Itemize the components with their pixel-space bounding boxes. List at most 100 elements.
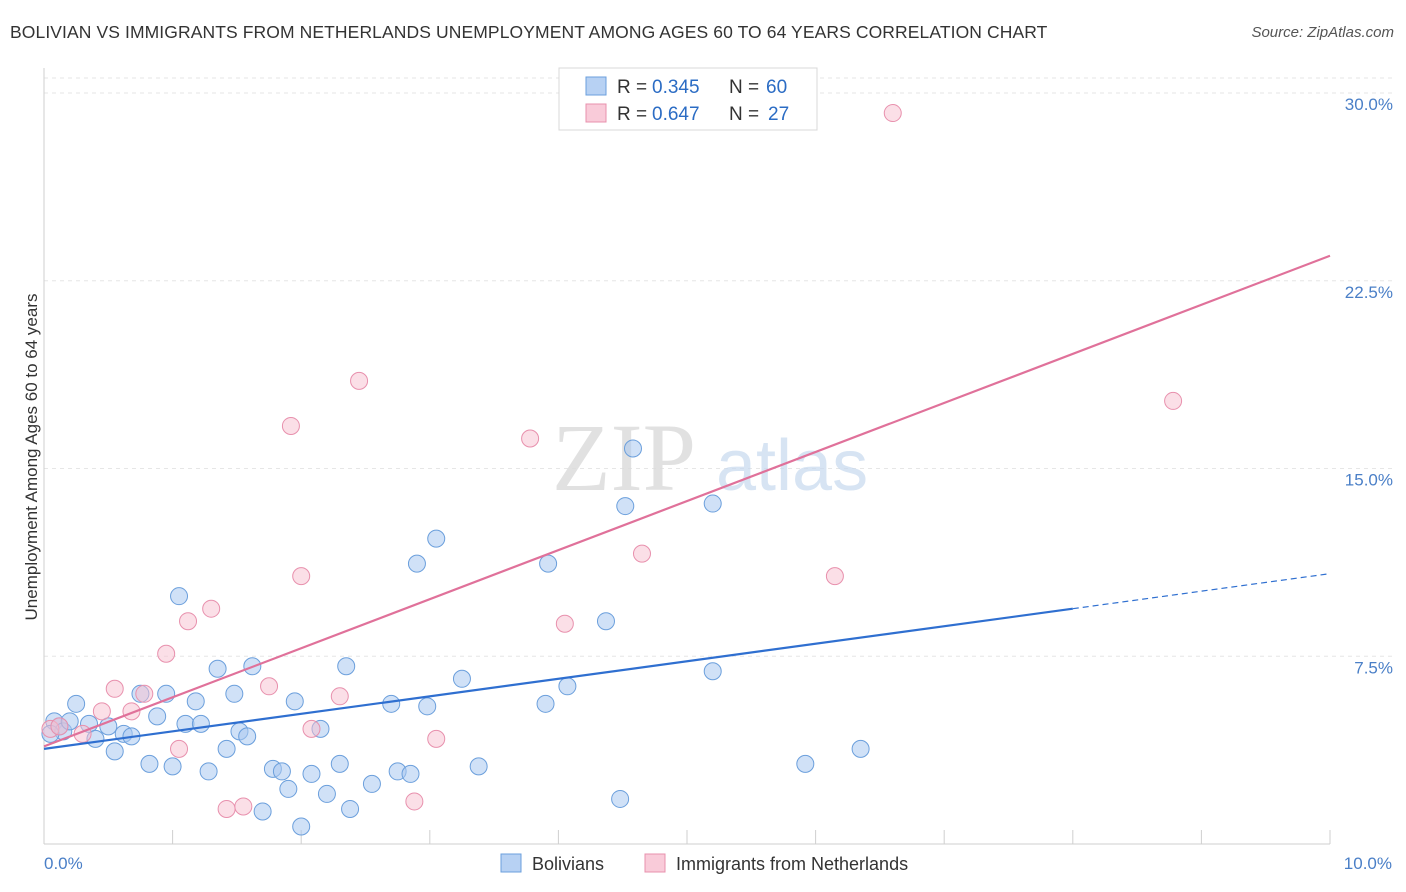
point-bolivians [272, 762, 291, 781]
point-bolivians [285, 692, 304, 711]
point-netherlands [521, 429, 540, 448]
gridlines [44, 77, 1392, 657]
points-layer [41, 104, 1183, 836]
watermark-atlas: atlas [716, 426, 868, 506]
x-tick-label-max: 10.0% [1344, 854, 1392, 873]
point-bolivians [418, 697, 437, 716]
y-tick-label: 15.0% [1345, 471, 1393, 490]
point-bolivians [337, 657, 356, 676]
watermark: ZIP atlas [552, 404, 868, 511]
point-bolivians [330, 754, 349, 773]
point-bolivians [623, 439, 642, 458]
bottom-legend-label-netherlands: Immigrants from Netherlands [676, 854, 908, 874]
point-netherlands [292, 567, 311, 586]
trend-line-bolivians-extension [1072, 573, 1331, 610]
point-bolivians [452, 669, 471, 688]
x-ticks [43, 830, 1331, 844]
point-bolivians [401, 764, 420, 783]
top-legend: R = 0.345 N = 60 R = 0.647 N = 27 [558, 67, 818, 131]
legend-n-label-2: N = [729, 104, 759, 125]
point-netherlands [202, 599, 221, 618]
point-bolivians [469, 757, 488, 776]
point-bolivians [616, 497, 635, 516]
legend-n-value-bolivians: 60 [766, 77, 787, 98]
point-bolivians [225, 684, 244, 703]
point-bolivians [238, 727, 257, 746]
point-netherlands [302, 719, 321, 738]
point-bolivians [217, 739, 236, 758]
point-bolivians [536, 694, 555, 713]
point-bolivians [148, 707, 167, 726]
legend-r-value-netherlands: 0.647 [652, 104, 700, 125]
legend-r-value-bolivians: 0.345 [652, 77, 700, 98]
y-tick-labels: 7.5% 15.0% 22.5% 30.0% [1345, 95, 1393, 677]
y-tick-label: 22.5% [1345, 283, 1393, 302]
point-bolivians [163, 757, 182, 776]
point-bolivians [199, 762, 218, 781]
point-bolivians [362, 774, 381, 793]
legend-n-value-netherlands: 27 [768, 104, 789, 125]
point-bolivians [317, 784, 336, 803]
bottom-legend-swatch-bolivians [500, 853, 522, 873]
point-netherlands [350, 371, 369, 390]
trend-line-netherlands [43, 254, 1331, 748]
point-bolivians [851, 739, 870, 758]
point-bolivians [796, 754, 815, 773]
point-bolivians [341, 799, 360, 818]
point-bolivians [170, 587, 189, 606]
legend-r-label-2: R = [617, 104, 647, 125]
point-netherlands [92, 702, 111, 721]
bottom-legend-swatch-netherlands [644, 853, 666, 873]
watermark-zip: ZIP [552, 404, 696, 511]
point-bolivians [302, 764, 321, 783]
point-bolivians [253, 802, 272, 821]
bottom-legend-label-bolivians: Bolivians [532, 854, 604, 874]
point-bolivians [186, 692, 205, 711]
legend-swatch-bolivians [585, 76, 607, 96]
point-bolivians [703, 662, 722, 681]
point-bolivians [407, 554, 426, 573]
point-netherlands [170, 739, 189, 758]
point-bolivians [558, 677, 577, 696]
point-netherlands [105, 679, 124, 698]
point-netherlands [260, 677, 279, 696]
point-netherlands [883, 104, 902, 123]
point-netherlands [135, 684, 154, 703]
y-axis-label: Unemployment Among Ages 60 to 64 years [22, 294, 41, 621]
point-bolivians [539, 554, 558, 573]
point-netherlands [50, 717, 69, 736]
point-netherlands [825, 567, 844, 586]
point-bolivians [67, 694, 86, 713]
point-bolivians [140, 754, 159, 773]
point-bolivians [382, 694, 401, 713]
point-bolivians [279, 779, 298, 798]
point-netherlands [179, 612, 198, 631]
y-tick-label: 7.5% [1354, 658, 1393, 677]
point-netherlands [1164, 391, 1183, 410]
point-bolivians [105, 742, 124, 761]
point-bolivians [611, 789, 630, 808]
point-bolivians [99, 717, 118, 736]
trend-line-bolivians [43, 607, 1073, 750]
point-bolivians [703, 494, 722, 513]
point-netherlands [330, 687, 349, 706]
point-netherlands [234, 797, 253, 816]
point-netherlands [555, 614, 574, 633]
point-netherlands [632, 544, 651, 563]
point-bolivians [208, 659, 227, 678]
point-netherlands [427, 729, 446, 748]
point-bolivians [191, 714, 210, 733]
bottom-legend: Bolivians Immigrants from Netherlands [500, 853, 908, 874]
y-tick-label: 30.0% [1345, 95, 1393, 114]
trend-layer [43, 254, 1331, 750]
point-bolivians [292, 817, 311, 836]
chart-source: Source: ZipAtlas.com [1251, 24, 1394, 41]
point-netherlands [217, 799, 236, 818]
legend-n-label: N = [729, 77, 759, 98]
point-bolivians [596, 612, 615, 631]
point-netherlands [281, 416, 300, 435]
point-netherlands [157, 644, 176, 663]
legend-swatch-netherlands [585, 103, 607, 123]
point-bolivians [427, 529, 446, 548]
